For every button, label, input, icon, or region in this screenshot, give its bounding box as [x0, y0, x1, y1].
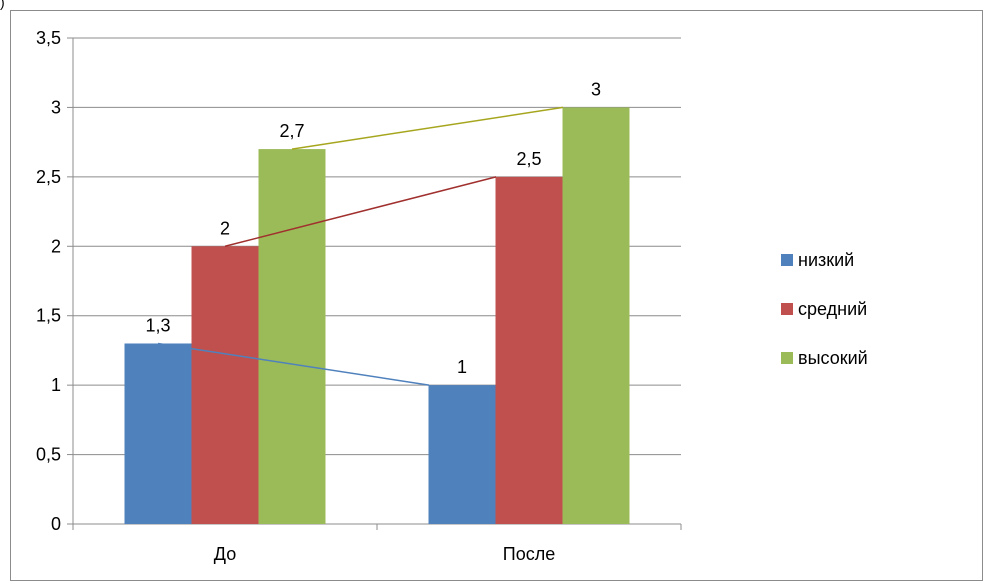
- legend-label-high: высокий: [798, 347, 868, 368]
- y-tick-label: 0: [51, 514, 61, 534]
- data-label: 1: [457, 357, 467, 377]
- data-label: 2,7: [279, 121, 304, 141]
- x-tick-label: До: [214, 544, 236, 564]
- bar: [562, 107, 630, 524]
- legend-swatch-medium: [781, 303, 793, 315]
- legend-swatch-low: [781, 254, 793, 266]
- trend-line: [157, 342, 430, 386]
- legend-item-high: высокий: [781, 346, 961, 370]
- bar: [191, 246, 259, 525]
- y-tick-label: 2: [51, 236, 61, 256]
- legend-label-low: низкий: [798, 249, 855, 270]
- trend-line: [224, 176, 497, 248]
- y-tick-label: 3: [51, 97, 61, 117]
- data-label: 2,5: [516, 149, 541, 169]
- bar-chart: 0 0,5 1 1,5 2 2,5 3 3,5 1,3 2 2,7 До 1 2,5 3 После: [36, 28, 682, 564]
- y-tick-label: 1: [51, 375, 61, 395]
- data-label: 2: [220, 218, 230, 238]
- y-tick-label: 0,5: [36, 445, 61, 465]
- chart-area: 0 0,5 1 1,5 2 2,5 3 3,5 1,3 2 2,7 До 1 2,5 3 После низк…: [10, 10, 983, 581]
- trend-line: [291, 106, 564, 150]
- y-tick-label: 1,5: [36, 306, 61, 326]
- bar: [258, 149, 326, 525]
- x-tick-label: После: [503, 544, 555, 564]
- legend-swatch-high: [781, 352, 793, 364]
- legend-item-low: низкий: [781, 248, 961, 272]
- legend-item-medium: средний: [781, 297, 961, 321]
- legend: низкий средний высокий: [781, 248, 961, 395]
- bar: [428, 385, 496, 524]
- data-label: 1,3: [145, 315, 170, 335]
- y-tick-label: 2,5: [36, 167, 61, 187]
- legend-label-medium: средний: [798, 298, 868, 319]
- bar: [495, 176, 563, 524]
- data-label: 3: [591, 79, 601, 99]
- corner-mark: ): [0, 0, 5, 10]
- y-tick-label: 3,5: [36, 28, 61, 48]
- bar: [124, 343, 192, 524]
